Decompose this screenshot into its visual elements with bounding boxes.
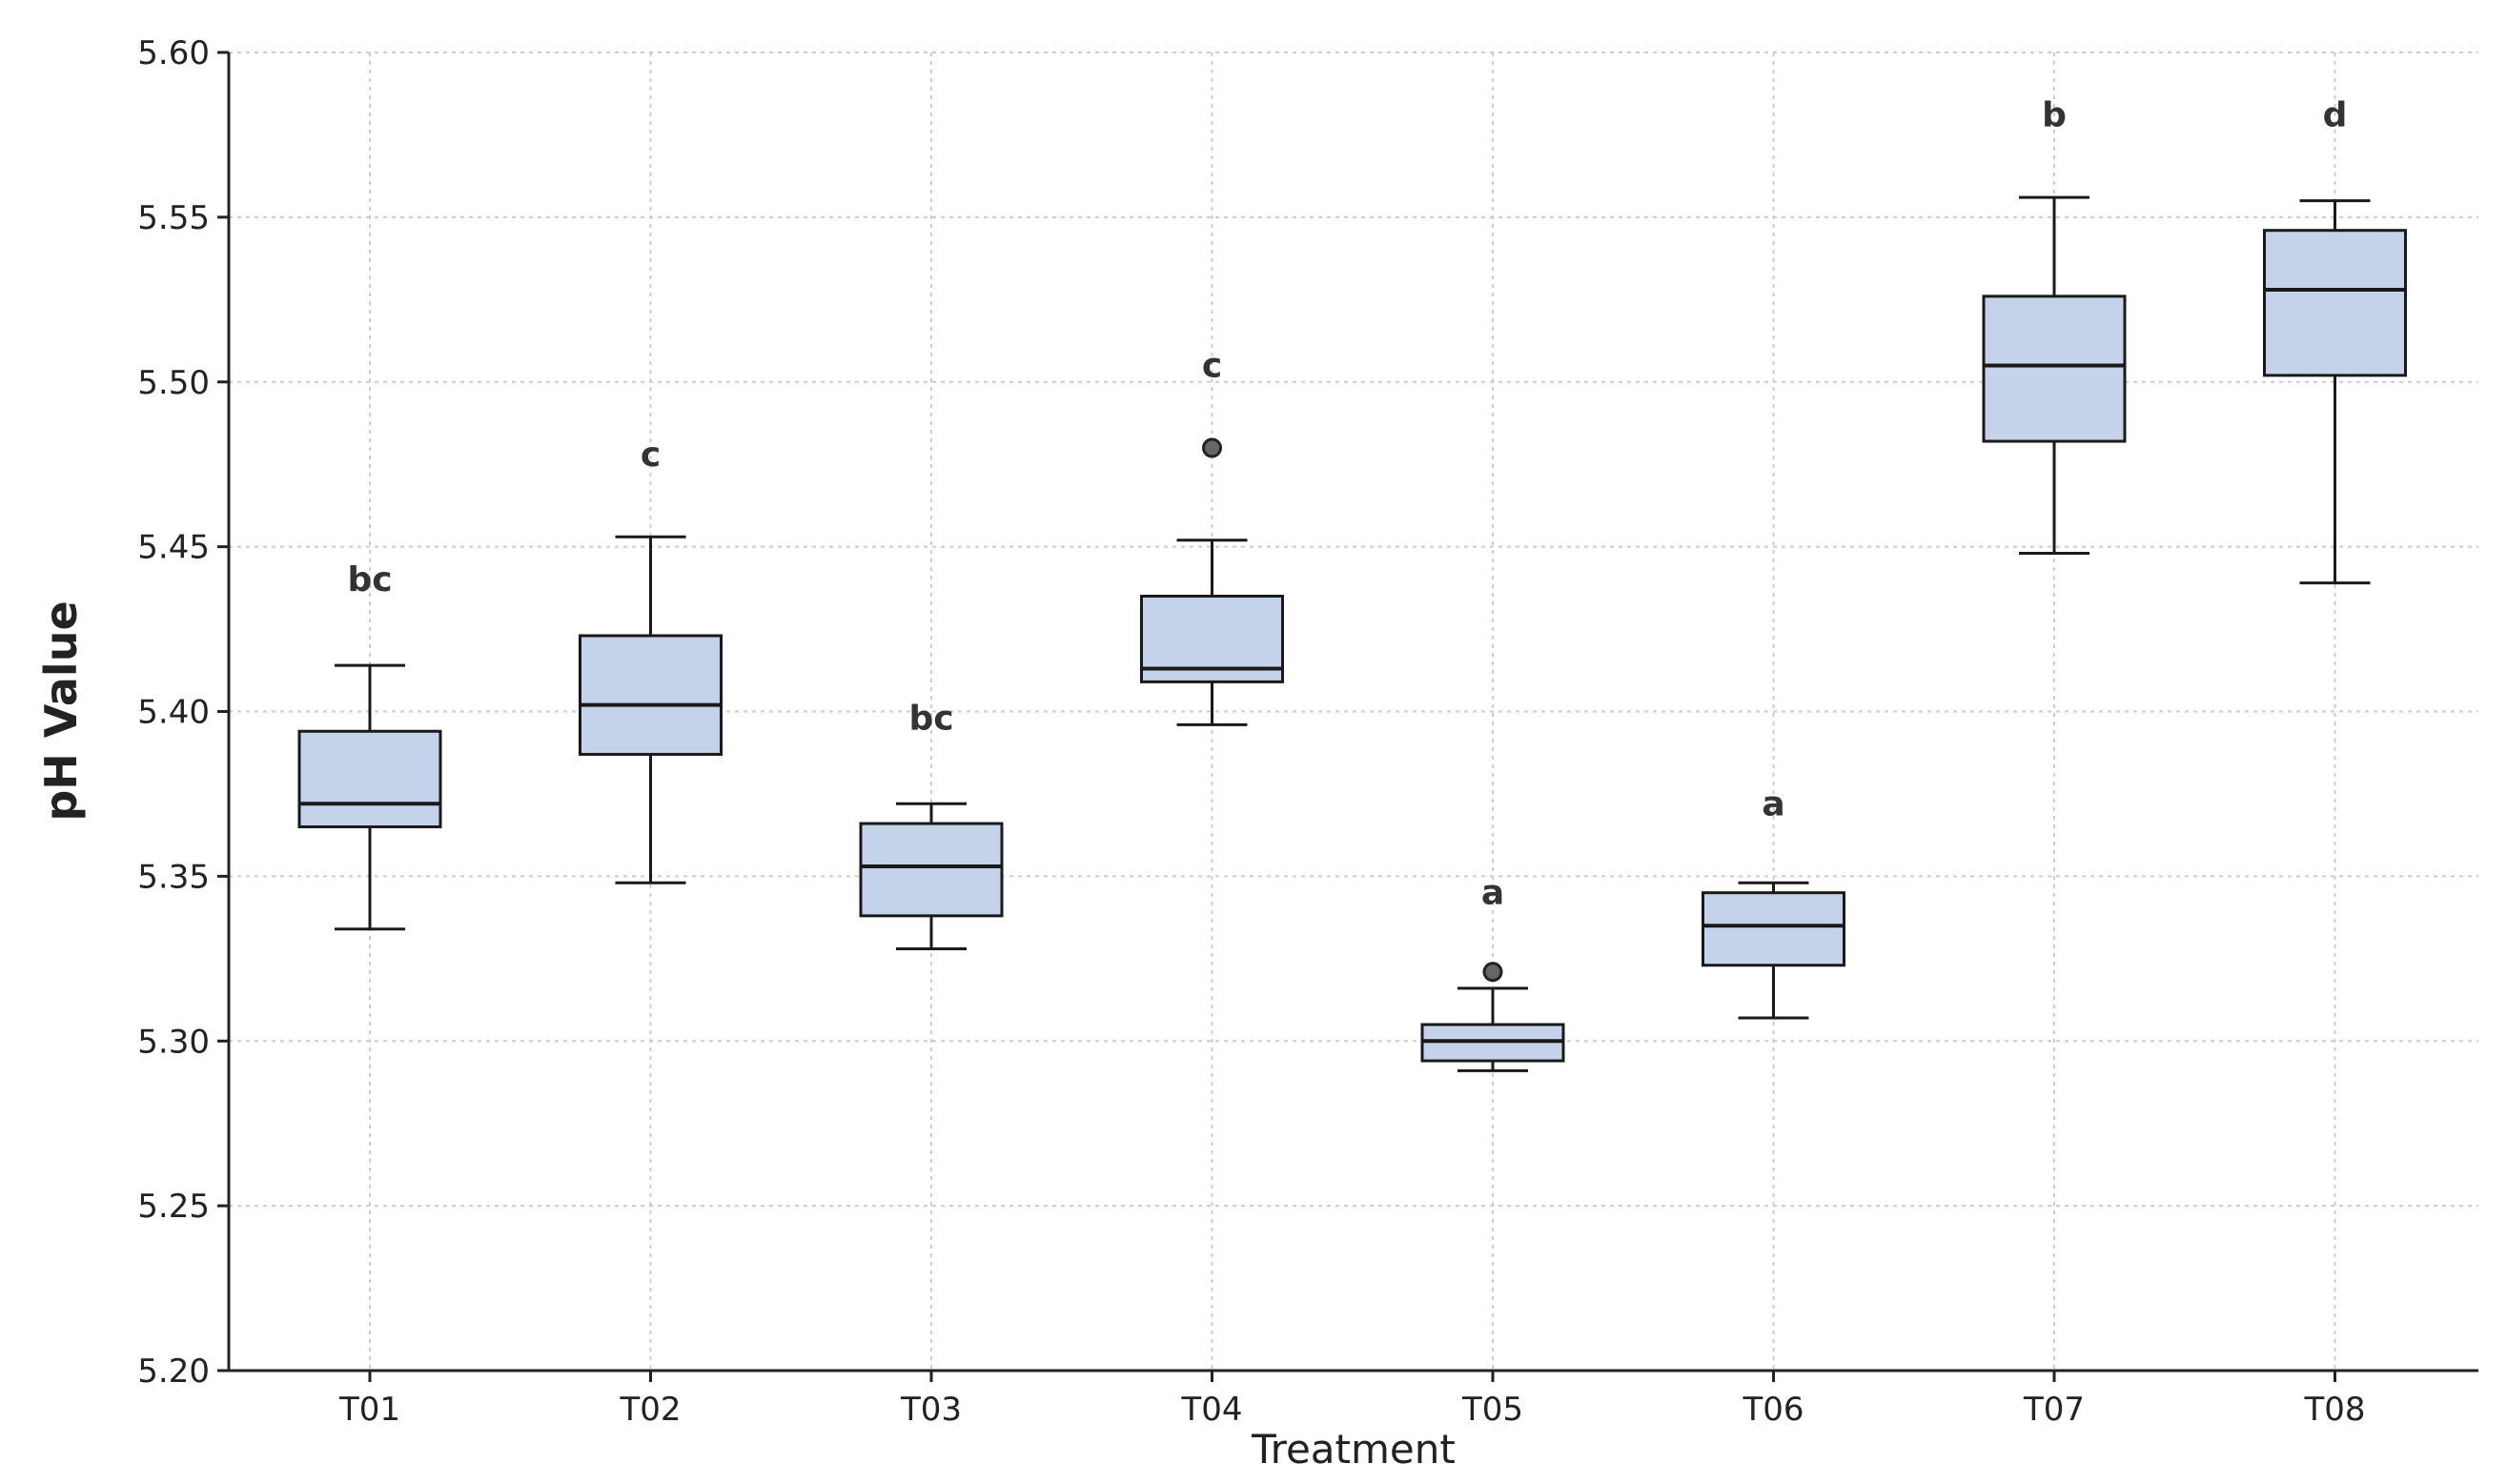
box-t07	[1982, 195, 2127, 556]
significance-letter-t05: a	[1481, 874, 1504, 913]
y-tick-label: 5.30	[137, 1023, 210, 1061]
significance-letter-t04: c	[1202, 346, 1222, 385]
x-tick-label: T07	[2023, 1391, 2085, 1429]
x-tick-label: T05	[1461, 1391, 1523, 1429]
x-tick-label: T08	[2303, 1391, 2365, 1429]
outlier-point	[1202, 437, 1222, 458]
x-tick-label: T01	[338, 1391, 400, 1429]
iqr-box	[2263, 229, 2407, 377]
y-tick-label: 5.50	[137, 364, 210, 402]
iqr-box	[297, 729, 442, 829]
outlier-point	[1482, 962, 1503, 983]
significance-letter-t06: a	[1762, 784, 1784, 823]
x-axis-title: Treatment	[1251, 1426, 1456, 1473]
box-t04	[1140, 437, 1284, 726]
box-t01	[297, 663, 442, 931]
box-t03	[859, 802, 1004, 950]
box-t05	[1420, 962, 1565, 1072]
x-tick-label: T02	[619, 1391, 681, 1429]
box-t06	[1702, 881, 1845, 1020]
x-tick-label: T06	[1742, 1391, 1804, 1429]
y-axis-title: pH Value	[35, 600, 87, 821]
grid-lines	[229, 51, 2478, 1372]
iqr-box	[1982, 295, 2127, 443]
y-tick-label: 5.45	[137, 529, 210, 567]
iqr-box	[859, 822, 1004, 918]
significance-letter-t01: bc	[347, 560, 392, 600]
y-tick-label: 5.20	[137, 1352, 210, 1391]
y-tick-label: 5.55	[137, 199, 210, 237]
x-axis-ticks: T01 T02 T03 T04 T05 T06 T07 T08	[338, 1371, 2366, 1429]
box-t08	[2263, 199, 2407, 585]
significance-letter-t02: c	[641, 436, 661, 475]
box-series	[297, 195, 2407, 1072]
y-tick-label: 5.60	[137, 34, 210, 72]
x-tick-label: T04	[1180, 1391, 1242, 1429]
y-tick-label: 5.35	[137, 858, 210, 896]
significance-letter-t08: d	[2323, 96, 2348, 135]
significance-letter-t07: b	[2042, 96, 2067, 135]
iqr-box	[579, 634, 723, 756]
y-axis-ticks: 5.20 5.25 5.30 5.35 5.40 5.45 5.50 5.55 5.60	[137, 34, 229, 1391]
significance-letters: bc c bc c a a b d	[347, 96, 2347, 913]
x-tick-label: T03	[900, 1391, 962, 1429]
significance-letter-t03: bc	[908, 699, 953, 738]
iqr-box	[1702, 891, 1845, 967]
y-tick-label: 5.25	[137, 1188, 210, 1226]
box-t02	[579, 535, 723, 884]
y-tick-label: 5.40	[137, 694, 210, 732]
